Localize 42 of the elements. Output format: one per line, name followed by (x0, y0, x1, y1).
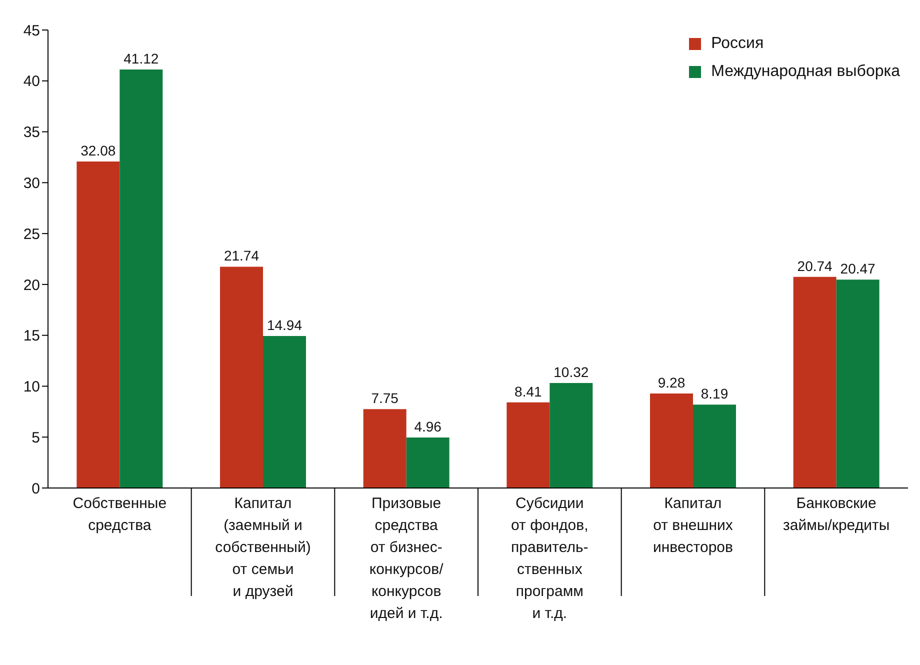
y-tick-label: 35 (23, 124, 40, 142)
y-tick-label: 40 (23, 73, 40, 90)
bar (836, 280, 880, 488)
bar (220, 266, 263, 488)
data-label: 8.41 (514, 383, 542, 400)
x-tick-label: Капитал (заемный и собственный) от семьи и друзей (215, 495, 311, 600)
bar (263, 336, 306, 488)
y-tick-label: 45 (23, 22, 40, 40)
bar (363, 409, 406, 488)
data-label: 4.96 (414, 418, 442, 435)
legend-label: Россия (711, 34, 764, 54)
bar (650, 394, 693, 488)
data-label: 9.28 (658, 374, 686, 391)
y-tick-label: 20 (23, 276, 40, 294)
bar (693, 404, 736, 488)
data-label: 7.75 (371, 390, 399, 406)
data-label: 21.74 (224, 248, 260, 264)
y-tick-label: 25 (23, 226, 40, 243)
data-label: 10.32 (554, 364, 589, 380)
data-label: 20.74 (797, 258, 833, 274)
data-label: 41.12 (124, 50, 159, 66)
y-tick-label: 5 (32, 429, 40, 446)
x-tick-label: Собственные средства (72, 495, 167, 534)
x-tick-label: Призовые средства от бизнес- конкурсов/ конкурсов идей и т.д. (369, 495, 444, 622)
y-tick-label: 10 (23, 378, 40, 396)
bar (120, 69, 163, 488)
bar (406, 438, 450, 488)
y-tick-label: 30 (23, 174, 40, 192)
bar (793, 276, 836, 488)
data-label: 32.08 (80, 142, 116, 158)
bar (550, 382, 593, 488)
bar (76, 161, 120, 488)
legend-label: Международная выборка (711, 62, 900, 82)
data-label: 14.94 (266, 316, 302, 333)
data-label: 20.47 (840, 260, 876, 277)
x-tick-label: Банковские займы/кредиты (783, 495, 890, 534)
data-label: 8.19 (700, 386, 728, 402)
y-tick-label: 0 (32, 480, 40, 498)
x-tick-label: Капитал от внешних инвесторов (652, 495, 734, 556)
y-tick-label: 15 (23, 328, 40, 345)
x-tick-label: Субсидии от фондов, правитель- ственных программ и т.д. (511, 495, 588, 622)
bar (506, 402, 550, 488)
